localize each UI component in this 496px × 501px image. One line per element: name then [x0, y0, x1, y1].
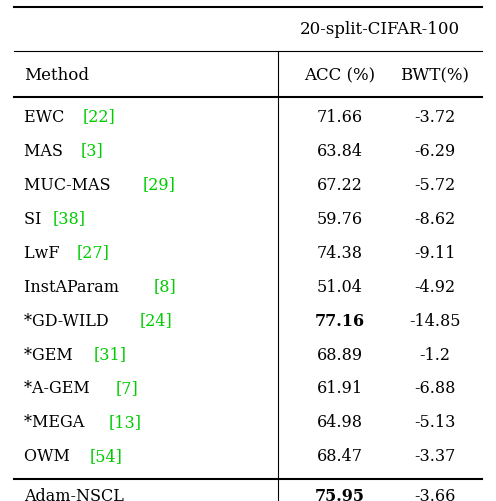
- Text: SI: SI: [24, 210, 47, 227]
- Text: OWM: OWM: [24, 447, 75, 464]
- Text: -9.11: -9.11: [414, 244, 456, 261]
- Text: 77.16: 77.16: [315, 312, 365, 329]
- Text: -4.92: -4.92: [415, 278, 455, 295]
- Text: -6.29: -6.29: [414, 142, 456, 159]
- Text: LwF: LwF: [24, 244, 64, 261]
- Text: BWT(%): BWT(%): [400, 67, 470, 84]
- Text: [38]: [38]: [53, 210, 86, 227]
- Text: Method: Method: [24, 67, 89, 84]
- Text: Adam-NSCL: Adam-NSCL: [24, 487, 124, 501]
- Text: 74.38: 74.38: [317, 244, 363, 261]
- Text: *A-GEM: *A-GEM: [24, 380, 95, 397]
- Text: [3]: [3]: [81, 142, 104, 159]
- Text: [31]: [31]: [94, 346, 126, 363]
- Text: 51.04: 51.04: [317, 278, 363, 295]
- Text: MUC-MAS: MUC-MAS: [24, 176, 116, 193]
- Text: ACC (%): ACC (%): [305, 67, 375, 84]
- Text: *MEGA: *MEGA: [24, 414, 89, 431]
- Text: 59.76: 59.76: [317, 210, 363, 227]
- Text: -6.88: -6.88: [414, 380, 456, 397]
- Text: [27]: [27]: [76, 244, 109, 261]
- Text: 20-split-CIFAR-100: 20-split-CIFAR-100: [300, 22, 460, 39]
- Text: MAS: MAS: [24, 142, 68, 159]
- Text: [7]: [7]: [116, 380, 138, 397]
- Text: [54]: [54]: [90, 447, 123, 464]
- Text: [22]: [22]: [83, 108, 116, 125]
- Text: -5.13: -5.13: [414, 414, 456, 431]
- Text: [13]: [13]: [108, 414, 141, 431]
- Text: -3.66: -3.66: [414, 487, 456, 501]
- Text: -5.72: -5.72: [414, 176, 456, 193]
- Text: -3.37: -3.37: [414, 447, 456, 464]
- Text: -14.85: -14.85: [409, 312, 461, 329]
- Text: 64.98: 64.98: [317, 414, 363, 431]
- Text: 61.91: 61.91: [317, 380, 363, 397]
- Text: 63.84: 63.84: [317, 142, 363, 159]
- Text: EWC: EWC: [24, 108, 69, 125]
- Text: *GEM: *GEM: [24, 346, 78, 363]
- Text: 75.95: 75.95: [315, 487, 365, 501]
- Text: -8.62: -8.62: [414, 210, 456, 227]
- Text: 68.89: 68.89: [317, 346, 363, 363]
- Text: [24]: [24]: [140, 312, 173, 329]
- Text: 67.22: 67.22: [317, 176, 363, 193]
- Text: -1.2: -1.2: [420, 346, 450, 363]
- Text: *GD-WILD: *GD-WILD: [24, 312, 114, 329]
- Text: 68.47: 68.47: [317, 447, 363, 464]
- Text: 71.66: 71.66: [317, 108, 363, 125]
- Text: -3.72: -3.72: [414, 108, 456, 125]
- Text: [29]: [29]: [142, 176, 175, 193]
- Text: InstAParam: InstAParam: [24, 278, 124, 295]
- Text: [8]: [8]: [153, 278, 176, 295]
